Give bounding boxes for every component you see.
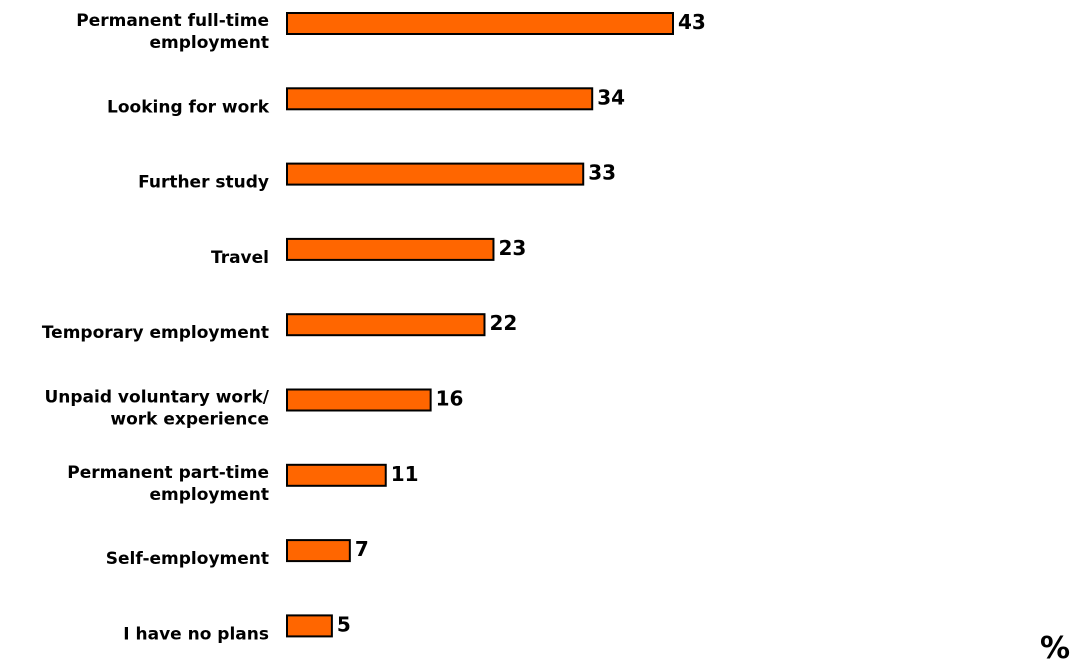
category-label: Looking for work: [107, 97, 270, 117]
category-label: I have no plans: [123, 624, 269, 644]
value-label: 7: [355, 537, 369, 561]
bar: [286, 12, 674, 35]
value-label: 33: [588, 161, 616, 185]
category-label: employment: [150, 33, 269, 53]
value-label: 43: [678, 10, 706, 34]
value-label: 34: [597, 85, 625, 109]
value-label: 16: [436, 387, 464, 411]
value-label: 11: [391, 462, 419, 486]
bar: [286, 87, 594, 111]
bar: [286, 463, 387, 487]
bars-layer: [286, 12, 674, 638]
category-label: Permanent full-time: [76, 11, 269, 31]
bar: [286, 539, 351, 563]
bar: [286, 614, 333, 638]
category-label: Temporary employment: [42, 323, 269, 343]
value-label: 5: [337, 612, 351, 636]
bar: [286, 237, 495, 261]
category-label: Permanent part-time: [67, 463, 269, 483]
unit-label: %: [1040, 631, 1070, 662]
bar: [286, 162, 585, 186]
bar: [286, 388, 432, 412]
category-label: Unpaid voluntary work/: [44, 388, 269, 408]
value-label: 23: [498, 236, 526, 260]
category-label: Self-employment: [106, 549, 269, 569]
category-label: Travel: [211, 248, 269, 268]
value-labels-layer: 43 34 33 23 22 16 11 7 5: [337, 10, 706, 636]
category-label: employment: [150, 485, 269, 505]
category-label: Further study: [138, 173, 269, 193]
value-label: 22: [489, 311, 517, 335]
category-label: work experience: [110, 410, 269, 430]
bar: [286, 313, 486, 337]
